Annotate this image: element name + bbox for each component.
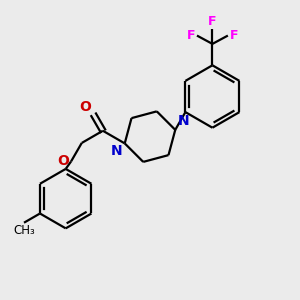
Text: N: N <box>111 144 123 158</box>
Text: F: F <box>187 29 195 42</box>
Text: F: F <box>230 29 238 42</box>
Text: F: F <box>208 14 217 28</box>
Text: CH₃: CH₃ <box>13 224 35 237</box>
Text: O: O <box>80 100 92 114</box>
Text: N: N <box>177 114 189 128</box>
Text: O: O <box>57 154 69 169</box>
